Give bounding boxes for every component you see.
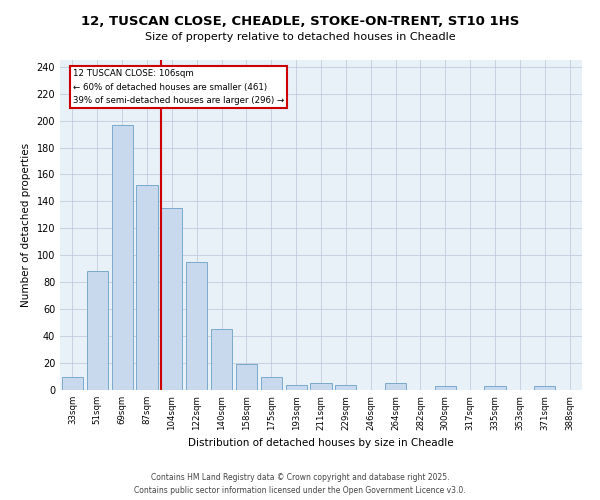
- Bar: [435, 386, 456, 390]
- Bar: [385, 384, 406, 390]
- Bar: [484, 386, 506, 390]
- Bar: [62, 376, 83, 390]
- Text: Size of property relative to detached houses in Cheadle: Size of property relative to detached ho…: [145, 32, 455, 42]
- Bar: [186, 262, 207, 390]
- Bar: [87, 272, 108, 390]
- Bar: [534, 386, 555, 390]
- Bar: [236, 364, 257, 390]
- Bar: [310, 384, 332, 390]
- Bar: [261, 376, 282, 390]
- Y-axis label: Number of detached properties: Number of detached properties: [21, 143, 31, 307]
- Bar: [136, 186, 158, 390]
- Bar: [335, 384, 356, 390]
- Text: 12, TUSCAN CLOSE, CHEADLE, STOKE-ON-TRENT, ST10 1HS: 12, TUSCAN CLOSE, CHEADLE, STOKE-ON-TREN…: [81, 15, 519, 28]
- Bar: [211, 330, 232, 390]
- Bar: [112, 124, 133, 390]
- Text: Contains HM Land Registry data © Crown copyright and database right 2025.
Contai: Contains HM Land Registry data © Crown c…: [134, 474, 466, 495]
- Text: 12 TUSCAN CLOSE: 106sqm
← 60% of detached houses are smaller (461)
39% of semi-d: 12 TUSCAN CLOSE: 106sqm ← 60% of detache…: [73, 70, 284, 105]
- Bar: [286, 384, 307, 390]
- X-axis label: Distribution of detached houses by size in Cheadle: Distribution of detached houses by size …: [188, 438, 454, 448]
- Bar: [161, 208, 182, 390]
